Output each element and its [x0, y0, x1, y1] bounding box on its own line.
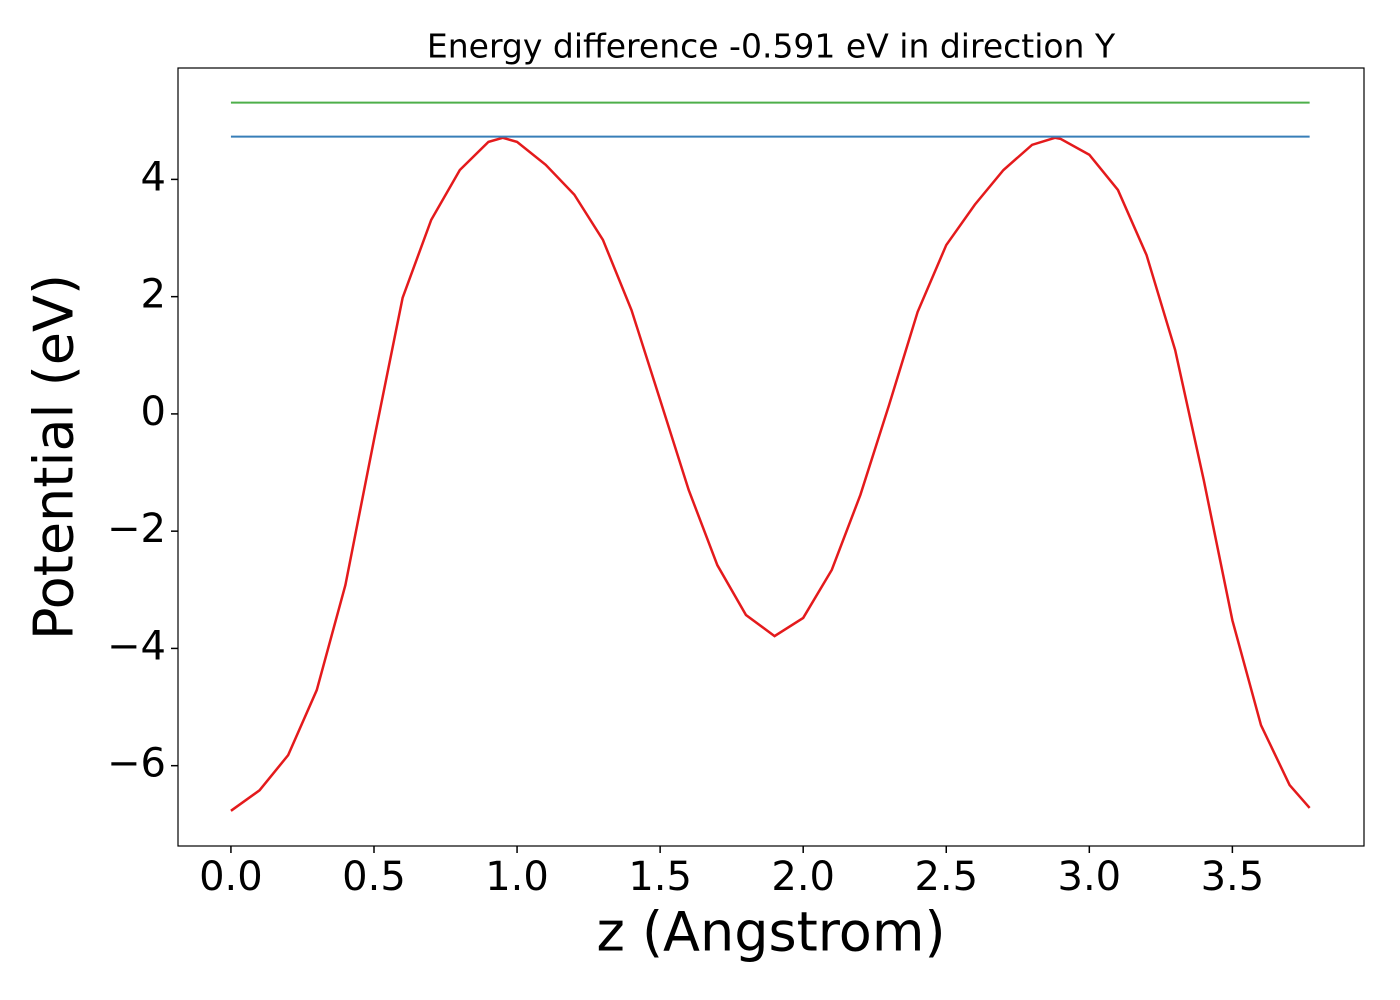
x-tick-label: 1.0: [485, 854, 549, 900]
line-series: [230, 136, 1311, 812]
x-axis-label: z (Angstrom): [596, 901, 945, 964]
y-tick-label: 2: [141, 272, 166, 318]
y-tick-label: −2: [107, 506, 166, 552]
x-tick-label: 1.5: [628, 854, 692, 900]
x-tick-label: 0.0: [199, 854, 263, 900]
y-tick-label: 4: [141, 154, 166, 200]
x-tick-label: 2.5: [914, 854, 978, 900]
x-tick-label: 3.0: [1058, 854, 1122, 900]
y-tick-label: −6: [107, 741, 166, 787]
chart-title: Energy difference -0.591 eV in direction…: [427, 27, 1116, 66]
x-tick-label: 2.0: [771, 854, 835, 900]
y-tick-label: −4: [107, 623, 166, 669]
x-tick-label: 3.5: [1201, 854, 1265, 900]
x-tick-label: 0.5: [342, 854, 406, 900]
y-tick-label: 0: [141, 389, 166, 435]
y-axis-label: Potential (eV): [23, 274, 86, 640]
plot-frame: [177, 67, 1365, 847]
